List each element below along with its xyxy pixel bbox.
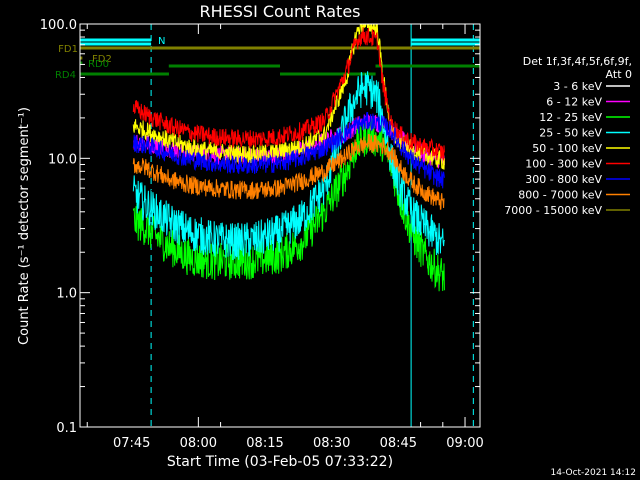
annotation-label-3: FD2 <box>92 54 112 65</box>
y-tick-label-3: 100.0 <box>40 18 77 33</box>
x-tick-label-4: 08:45 <box>380 436 417 451</box>
x-tick-label-1: 08:00 <box>180 436 217 451</box>
x-tick-label-0: 07:45 <box>113 436 150 451</box>
legend-label-6: 300 - 800 keV <box>525 173 602 186</box>
legend-label-0: 3 - 6 keV <box>553 80 602 93</box>
x-axis-label: Start Time (03-Feb-05 07:33:22) <box>167 454 393 470</box>
legend-label-2: 12 - 25 keV <box>539 111 602 124</box>
legend-label-7: 800 - 7000 keV <box>518 189 602 202</box>
legend: Det 1f,3f,4f,5f,6f,9f,Att 0 3 - 6 keV 6 - … <box>504 55 632 217</box>
legend-header-0: Det 1f,3f,4f,5f,6f,9f, <box>523 55 632 68</box>
y-axis-label: Count Rate (s⁻¹ detector segment⁻¹) <box>17 107 32 345</box>
y-tick-label-2: 10.0 <box>48 152 77 167</box>
plot-frame <box>79 23 481 428</box>
y-tick-label-1: 1.0 <box>56 287 77 302</box>
x-tick-label-3: 08:30 <box>313 436 350 451</box>
legend-label-8: 7000 - 15000 keV <box>504 204 602 217</box>
legend-label-5: 100 - 300 keV <box>525 158 602 171</box>
series-line-6 <box>132 111 445 189</box>
axes-layer: 0.1 1.0 10.0 100.0 07:45 08:00 08:15 08:30 08:45… <box>40 18 484 451</box>
annotation-label-2: FD1 <box>58 44 78 55</box>
x-tick-label-5: 09:00 <box>446 436 483 451</box>
annotation-label-5: RD4 <box>55 70 76 81</box>
series-line-7 <box>132 134 445 210</box>
y-tick-label-0: 0.1 <box>56 421 77 436</box>
annotation-label-0: N <box>158 36 165 47</box>
series-line-5 <box>132 27 445 162</box>
timestamp: 14-Oct-2021 14:12 <box>551 468 636 478</box>
chart-title: RHESSI Count Rates <box>200 2 361 21</box>
legend-header-1: Att 0 <box>606 68 632 81</box>
annotation-label-4: RD0 <box>88 59 109 70</box>
legend-label-4: 50 - 100 keV <box>532 142 602 155</box>
legend-label-3: 25 - 50 keV <box>539 127 602 140</box>
legend-label-1: 6 - 12 keV <box>546 96 602 109</box>
series-layer <box>132 23 445 301</box>
x-tick-label-2: 08:15 <box>246 436 283 451</box>
